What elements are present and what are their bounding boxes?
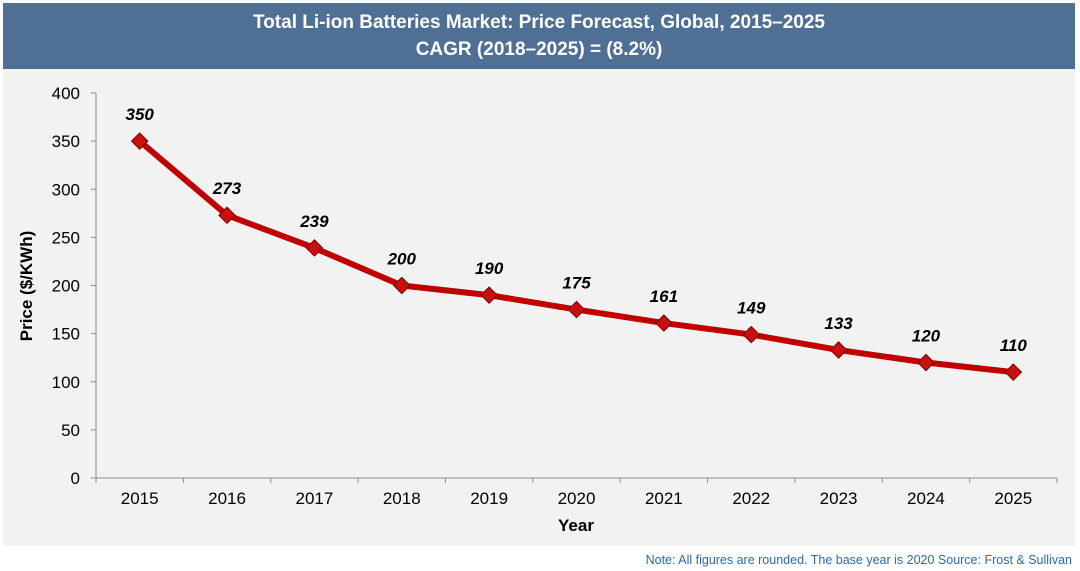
plot-panel xyxy=(3,69,1075,546)
data-point-marker xyxy=(742,325,761,344)
series-line-price xyxy=(136,138,1017,376)
x-tick-label: 2015 xyxy=(121,489,159,508)
data-label: 161 xyxy=(650,287,678,306)
chart-subtitle: CAGR (2018–2025) = (8.2%) xyxy=(415,39,663,60)
x-tick-label: 2022 xyxy=(732,489,770,508)
x-tick-label: 2019 xyxy=(470,489,508,508)
data-label: 133 xyxy=(824,314,853,333)
x-tick-label: 2023 xyxy=(820,489,858,508)
y-tick-label: 400 xyxy=(52,84,80,103)
data-label: 175 xyxy=(562,274,591,293)
data-point-marker xyxy=(130,132,149,150)
x-tick-label: 2017 xyxy=(295,489,333,508)
x-axis-title: Year xyxy=(558,516,594,535)
data-label: 149 xyxy=(737,299,766,318)
series-group xyxy=(130,132,1023,381)
y-tick-label: 350 xyxy=(52,132,80,151)
data-labels: 350 273 239 200 190 175 161 149 133 120 110 xyxy=(125,105,1027,355)
data-point-marker xyxy=(917,353,935,372)
y-tick-label: 200 xyxy=(52,277,80,296)
data-label: 190 xyxy=(475,259,504,278)
x-tick-label: 2016 xyxy=(208,489,246,508)
data-point-marker xyxy=(1004,363,1023,381)
y-tick-label: 0 xyxy=(71,469,80,488)
data-point-marker xyxy=(305,239,324,257)
data-label: 350 xyxy=(125,105,154,124)
y-axis-title: Price ($/KWh) xyxy=(17,231,36,342)
data-point-marker xyxy=(655,314,673,332)
x-tick-label: 2020 xyxy=(558,489,596,508)
chart-header: Total Li-ion Batteries Market: Price For… xyxy=(3,3,1075,69)
data-label: 273 xyxy=(212,179,242,198)
data-point-marker xyxy=(218,206,236,225)
x-tick-label: 2018 xyxy=(383,489,421,508)
data-label: 200 xyxy=(387,250,417,269)
axes: 0 50 100 150 200 250 300 350 400 2015 2016 2017 2018… xyxy=(52,84,1058,508)
data-label: 110 xyxy=(1000,336,1028,355)
data-point-marker xyxy=(392,276,411,295)
data-point-marker xyxy=(567,300,586,319)
data-point-marker xyxy=(829,341,848,359)
data-label: 239 xyxy=(299,212,329,231)
x-tick-label: 2021 xyxy=(645,489,683,508)
y-tick-label: 150 xyxy=(52,325,80,344)
data-point-marker xyxy=(480,286,498,304)
data-label: 120 xyxy=(912,327,941,346)
y-tick-label: 250 xyxy=(52,228,80,247)
x-tick-label: 2024 xyxy=(907,489,945,508)
y-tick-label: 50 xyxy=(61,421,80,440)
y-tick-label: 100 xyxy=(52,373,80,392)
y-tick-label: 300 xyxy=(52,180,80,199)
source-note: Note: All figures are rounded. The base … xyxy=(645,553,1072,567)
x-tick-label: 2025 xyxy=(994,489,1032,508)
chart-title: Total Li-ion Batteries Market: Price For… xyxy=(253,12,825,33)
